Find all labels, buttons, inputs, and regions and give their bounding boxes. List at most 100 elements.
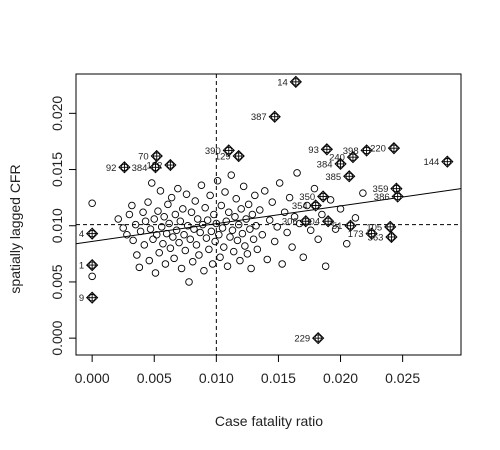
data-point — [88, 272, 96, 281]
influential-point-label: 92 — [106, 163, 117, 174]
influential-point-circle — [323, 145, 331, 154]
data-point — [213, 177, 222, 185]
data-point — [202, 234, 211, 242]
data-point — [88, 199, 96, 208]
data-point — [167, 193, 176, 202]
data-point — [351, 214, 360, 222]
data-point — [241, 242, 249, 250]
data-point — [174, 184, 182, 193]
influential-point-label: 304 — [304, 217, 320, 228]
influential-point-label: 173 — [348, 229, 364, 240]
influential-point-circle — [362, 146, 371, 155]
data-point — [148, 179, 156, 187]
data-point — [198, 220, 207, 229]
data-point — [280, 208, 289, 217]
data-point — [196, 228, 204, 237]
influential-point-circle — [311, 201, 320, 210]
data-point — [231, 212, 239, 221]
data-point — [234, 220, 243, 229]
data-point — [145, 256, 154, 265]
data-point — [273, 223, 281, 231]
data-point — [156, 187, 165, 195]
y-tick-label: 0.005 — [49, 264, 65, 299]
data-point — [182, 190, 191, 199]
data-point — [207, 227, 216, 236]
data-point — [283, 228, 291, 237]
influential-point-circle — [349, 153, 357, 161]
data-point — [125, 210, 134, 219]
data-point — [243, 250, 252, 258]
influential-point-label: 93 — [308, 145, 319, 156]
data-point — [193, 215, 202, 223]
influential-point-label: 144 — [423, 157, 439, 168]
data-point — [215, 230, 223, 239]
data-point — [139, 208, 147, 217]
influential-point-circle — [270, 112, 279, 121]
data-point — [299, 253, 308, 261]
influential-point-circle — [151, 163, 160, 172]
data-point — [185, 278, 193, 286]
data-point — [191, 197, 199, 205]
data-point — [211, 237, 219, 246]
data-point — [229, 247, 238, 256]
data-point — [146, 225, 155, 233]
influential-point-circle — [314, 334, 322, 342]
data-point — [177, 264, 186, 273]
data-point — [169, 233, 177, 241]
data-point — [258, 230, 267, 239]
influential-point-circle — [386, 223, 394, 231]
data-point — [180, 230, 188, 239]
data-point — [206, 191, 214, 200]
data-point — [236, 256, 244, 265]
data-point — [150, 215, 158, 223]
influential-point-label: 220 — [370, 144, 386, 155]
x-tick-label: 0.005 — [137, 370, 172, 386]
data-point — [238, 229, 247, 238]
data-point — [181, 246, 190, 255]
x-axis-label: Case fatality ratio — [215, 413, 323, 429]
influential-point-label: 129 — [215, 152, 231, 163]
data-point — [188, 257, 197, 266]
influential-point-circle — [292, 78, 300, 86]
data-point — [226, 233, 234, 241]
data-point — [249, 235, 258, 243]
data-point — [152, 230, 161, 239]
data-point — [248, 210, 257, 219]
data-point — [288, 243, 296, 251]
influential-point-label: 70 — [138, 152, 149, 163]
influential-point-circle — [336, 160, 345, 168]
data-point — [123, 230, 131, 239]
data-point — [159, 239, 167, 248]
influential-point-label: 363 — [368, 232, 384, 243]
influential-point-label: 4 — [79, 229, 84, 240]
influential-point-label: 384 — [317, 159, 333, 170]
influential-point-label: 9 — [79, 293, 84, 304]
data-point — [165, 219, 173, 228]
data-point — [239, 182, 248, 191]
influential-point-label: 306 — [282, 217, 298, 228]
data-point — [310, 184, 319, 193]
data-point — [195, 251, 203, 259]
data-point — [336, 205, 345, 213]
data-point — [221, 188, 229, 196]
data-point — [144, 198, 152, 206]
data-point — [187, 208, 196, 217]
x-tick-label: 0.025 — [385, 370, 420, 386]
data-point — [216, 253, 224, 261]
y-tick-label: 0.015 — [49, 152, 65, 187]
influential-point-label: 398 — [343, 146, 359, 157]
data-point — [186, 235, 195, 243]
data-point — [261, 187, 269, 195]
data-point — [140, 241, 149, 249]
data-point — [205, 245, 213, 254]
data-point — [225, 208, 233, 217]
data-point — [253, 245, 262, 254]
data-point — [192, 241, 201, 249]
influential-point-circle — [120, 163, 129, 172]
data-point — [133, 251, 141, 259]
influential-point-circle — [367, 229, 376, 238]
data-point — [190, 225, 198, 233]
influential-point-circle — [88, 261, 96, 269]
data-point — [160, 212, 168, 221]
